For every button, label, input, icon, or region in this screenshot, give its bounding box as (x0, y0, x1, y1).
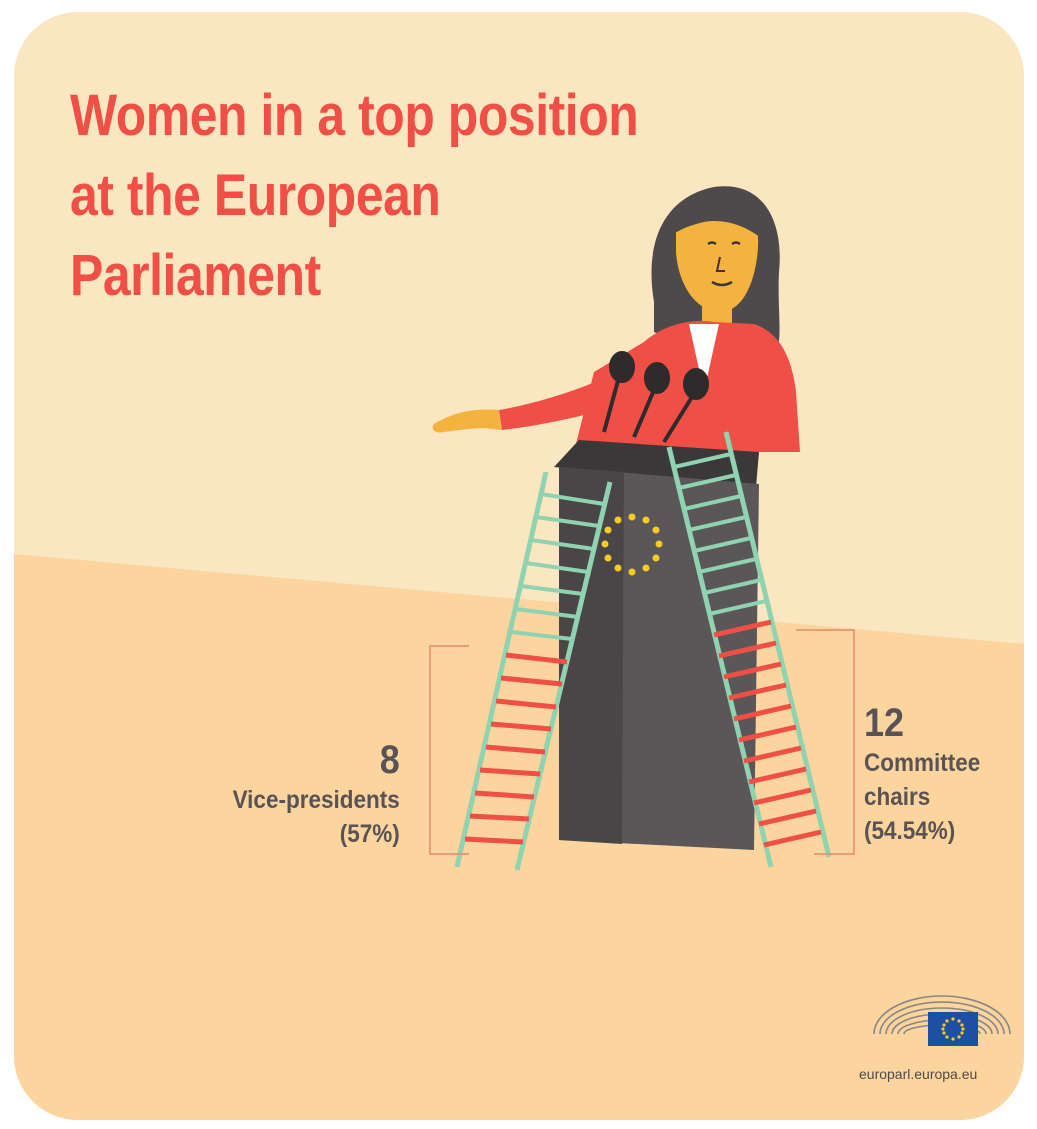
infographic-title: Women in a top position at the European … (70, 76, 639, 316)
right-bracket (796, 629, 855, 855)
eu-stars-emblem (601, 513, 663, 576)
parliament-hemicycle-eu-flag-icon (873, 995, 1011, 1046)
left-ladder (454, 471, 613, 871)
infographic-card: Women in a top position at the European … (14, 12, 1024, 1120)
right-ladder (666, 431, 832, 868)
title-line-3: Parliament (70, 243, 321, 308)
left-bracket (429, 645, 469, 855)
illustration (14, 12, 1024, 1120)
committee-chairs-label-line-2: chairs (864, 783, 931, 811)
floor (14, 554, 1024, 1120)
committee-chairs-share: (54.54%) (864, 817, 956, 845)
vice-presidents-count: 8 (379, 738, 400, 782)
committee-chairs-count: 12 (864, 701, 905, 745)
podium (554, 440, 759, 850)
committee-chairs-label-line-1: Committee (864, 749, 981, 777)
committee-chairs-stat: 12 Committee chairs (54.54%) (864, 700, 980, 848)
title-line-2: at the European (70, 163, 441, 228)
vice-presidents-stat: 8 Vice-presidents (57%) (233, 737, 400, 851)
vice-presidents-share: (57%) (339, 820, 400, 848)
vice-presidents-label: Vice-presidents (232, 786, 400, 814)
title-line-1: Women in a top position (70, 83, 639, 148)
footer-url[interactable]: europarl.europa.eu (859, 1066, 978, 1082)
